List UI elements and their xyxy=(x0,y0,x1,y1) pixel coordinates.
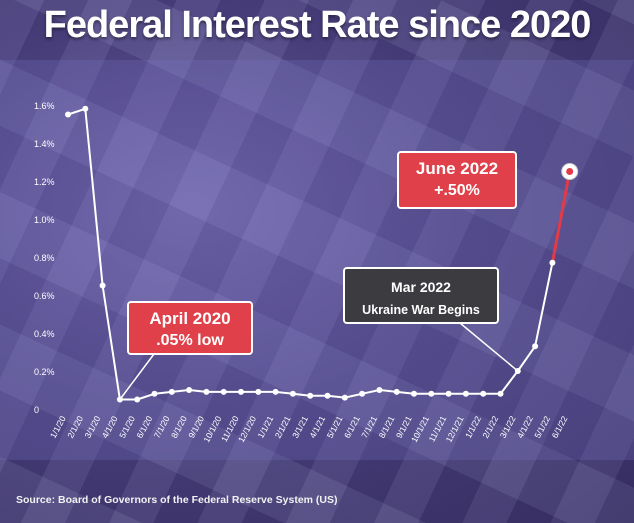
x-tick-label: 6/1/22 xyxy=(550,414,570,440)
data-point xyxy=(497,390,504,397)
callout-box xyxy=(127,301,253,355)
data-point xyxy=(532,343,539,350)
data-point xyxy=(324,392,331,399)
callout-box xyxy=(397,151,517,209)
callout-pointer xyxy=(119,353,155,400)
callout-title: June 2022 xyxy=(416,159,498,178)
data-point xyxy=(428,390,435,397)
data-point xyxy=(82,105,89,112)
callout-subtitle: .05% low xyxy=(156,332,224,349)
data-point xyxy=(411,390,417,397)
data-point xyxy=(186,387,193,393)
y-tick-label: 0.4% xyxy=(34,329,55,339)
data-point xyxy=(272,388,279,395)
callout-subtitle: +.50% xyxy=(434,182,480,199)
final-point xyxy=(566,168,574,175)
callout-pointer xyxy=(459,322,519,372)
y-tick-label: 0 xyxy=(34,405,39,415)
data-point xyxy=(393,388,400,395)
data-point xyxy=(203,388,210,395)
y-tick-label: 1.0% xyxy=(34,215,55,225)
y-tick-label: 1.6% xyxy=(34,101,55,111)
chart-title: Federal Interest Rate since 2020 xyxy=(43,4,592,46)
callout-title: April 2020 xyxy=(149,309,230,328)
data-point xyxy=(359,390,366,397)
callout-title: Mar 2022 xyxy=(391,279,451,295)
data-point xyxy=(307,392,314,399)
data-point xyxy=(151,390,158,397)
data-point xyxy=(65,111,71,118)
y-tick-label: 0.2% xyxy=(34,367,55,377)
y-tick-label: 1.4% xyxy=(34,139,55,149)
y-tick-label: 0.6% xyxy=(34,291,55,301)
data-point xyxy=(289,390,296,397)
chart-backdrop xyxy=(0,60,634,460)
data-point xyxy=(255,388,262,395)
callout-subtitle: Ukraine War Begins xyxy=(362,303,480,317)
y-tick-label: 0.8% xyxy=(34,253,55,263)
data-point xyxy=(480,390,487,397)
data-point xyxy=(341,394,348,401)
data-point xyxy=(462,390,469,397)
data-point xyxy=(99,282,106,289)
data-point xyxy=(238,388,244,395)
y-tick-label: 1.2% xyxy=(34,177,55,187)
data-point xyxy=(168,388,175,395)
highlight-segment xyxy=(550,171,572,263)
data-point xyxy=(445,390,452,397)
data-point xyxy=(549,259,556,266)
source-note: Source: Board of Governors of the Federa… xyxy=(16,494,338,506)
data-point xyxy=(134,396,141,403)
data-point xyxy=(220,388,227,395)
callout-box xyxy=(343,267,499,324)
data-point xyxy=(376,387,383,393)
